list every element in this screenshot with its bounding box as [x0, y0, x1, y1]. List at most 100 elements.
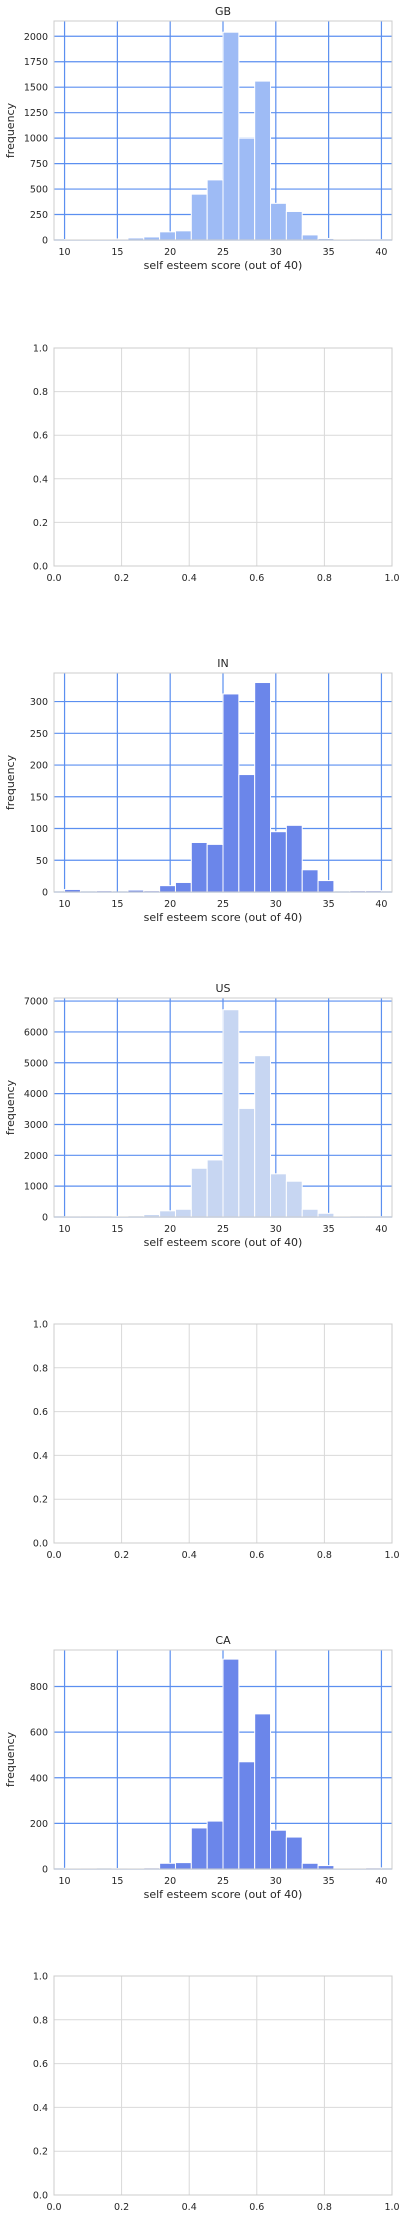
y-tick-label: 0.8: [33, 1363, 48, 1374]
x-tick-label: 40: [375, 1224, 387, 1235]
x-tick-label: 35: [323, 1876, 335, 1887]
y-axis-label: frequency: [4, 1079, 17, 1135]
y-tick-label: 0.2: [33, 2147, 48, 2158]
histogram-bar: [286, 1837, 302, 1869]
histogram-bar: [302, 1209, 318, 1217]
x-tick-label: 1.0: [384, 1550, 399, 1561]
x-tick-label: 35: [323, 1224, 335, 1235]
histogram-bar: [160, 1211, 176, 1217]
histogram-bar: [191, 1828, 207, 1869]
histogram-bar: [271, 203, 287, 240]
x-tick-label: 20: [164, 899, 176, 910]
chart-title: US: [215, 982, 230, 995]
histogram-bar: [207, 180, 223, 240]
x-tick-label: 20: [164, 1876, 176, 1887]
y-tick-label: 0.4: [33, 2103, 48, 2114]
y-tick-label: 7000: [24, 997, 48, 1008]
y-tick-label: 1.0: [33, 344, 48, 355]
y-tick-label: 50: [36, 856, 48, 867]
y-tick-label: 1750: [24, 57, 48, 68]
y-tick-label: 4000: [24, 1089, 48, 1100]
x-tick-label: 35: [323, 899, 335, 910]
histogram-bar: [271, 1174, 287, 1217]
x-tick-label: 0.6: [249, 2202, 264, 2213]
histogram-bar: [302, 235, 318, 240]
y-tick-label: 2000: [24, 1151, 48, 1162]
histogram-bar: [239, 1108, 255, 1217]
x-tick-label: 30: [270, 899, 282, 910]
x-axis-label: self esteem score (out of 40): [144, 1888, 303, 1901]
histogram-bar: [175, 882, 191, 892]
x-tick-label: 10: [59, 1224, 71, 1235]
histogram-bar: [318, 881, 334, 892]
panel-empty-1: 0.0 0.2 0.4 0.6 0.8 1.00.00.20.40.60.81.0: [33, 344, 400, 585]
histogram-bar: [271, 832, 287, 892]
y-tick-label: 0.2: [33, 1495, 48, 1506]
histogram-bar: [286, 211, 302, 240]
x-tick-label: 10: [59, 1876, 71, 1887]
y-tick-label: 5000: [24, 1058, 48, 1069]
plot-area: [54, 1976, 392, 2195]
histogram-bar: [175, 1209, 191, 1217]
y-tick-label: 0.4: [33, 474, 48, 485]
x-tick-label: 0.6: [249, 573, 264, 584]
histogram-bar: [175, 231, 191, 240]
y-tick-label: 0.8: [33, 387, 48, 398]
y-tick-label: 500: [30, 185, 48, 196]
x-tick-label: 0.2: [114, 1550, 129, 1561]
x-tick-label: 15: [111, 1224, 123, 1235]
y-tick-label: 750: [30, 159, 48, 170]
x-tick-label: 40: [375, 1876, 387, 1887]
x-tick-label: 0.4: [182, 573, 197, 584]
histogram-bar: [207, 1821, 223, 1869]
panel-us: 10 15 20 25 30 35 40 0 1000 2000 3000 4000 5000 6000 7…: [4, 982, 392, 1249]
histogram-bar: [271, 1830, 287, 1869]
y-tick-label: 200: [30, 761, 48, 772]
y-tick-label: 1500: [24, 83, 48, 94]
x-tick-label: 30: [270, 1224, 282, 1235]
histogram-bar: [160, 232, 176, 240]
y-axis-label: frequency: [4, 102, 17, 158]
y-axis-label: frequency: [4, 754, 17, 810]
x-tick-label: 0.2: [114, 2202, 129, 2213]
y-tick-label: 0.2: [33, 518, 48, 529]
plot-area: [54, 1324, 392, 1543]
histogram-bar: [223, 1010, 239, 1217]
x-tick-label: 1.0: [384, 2202, 399, 2213]
y-tick-label: 0.6: [33, 2059, 48, 2070]
x-tick-label: 10: [59, 899, 71, 910]
y-tick-label: 250: [30, 729, 48, 740]
y-tick-label: 0.6: [33, 431, 48, 442]
x-tick-label: 25: [217, 899, 229, 910]
histogram-bar: [255, 1056, 271, 1217]
y-tick-label: 0.0: [33, 2191, 48, 2202]
panel-empty-4: 0.0 0.2 0.4 0.6 0.8 1.0 0.0 0.2 0.4 0.6 0.8 1.0: [33, 1320, 400, 1562]
histogram-bar: [318, 1213, 334, 1217]
x-tick-label: 0.4: [182, 1550, 197, 1561]
x-axis-label: self esteem score (out of 40): [144, 1236, 303, 1249]
y-tick-label: 200: [30, 1819, 48, 1830]
histogram-bar: [302, 870, 318, 892]
x-tick-label: 0.8: [317, 573, 332, 584]
panel-ca: 10 15 20 25 30 35 400200400600800CAself esteem…: [4, 1634, 392, 1901]
y-tick-label: 0.0: [33, 1539, 48, 1550]
y-tick-label: 0.4: [33, 1451, 48, 1462]
x-tick-label: 0.0: [46, 573, 61, 584]
histogram-bar: [207, 1160, 223, 1217]
x-tick-label: 20: [164, 247, 176, 258]
y-tick-label: 2000: [24, 32, 48, 43]
y-tick-label: 300: [30, 697, 48, 708]
x-tick-label: 0.0: [46, 2202, 61, 2213]
y-tick-label: 3000: [24, 1120, 48, 1131]
chart-title: IN: [217, 657, 228, 670]
x-tick-label: 25: [217, 247, 229, 258]
histogram-bar: [191, 194, 207, 240]
y-tick-label: 0: [42, 888, 48, 899]
histogram-bar: [191, 1168, 207, 1217]
histogram-bar: [318, 1866, 334, 1869]
histogram-bar: [160, 1863, 176, 1869]
histogram-bar: [255, 1714, 271, 1869]
y-tick-label: 0.8: [33, 2015, 48, 2026]
chart-title: GB: [215, 5, 231, 18]
